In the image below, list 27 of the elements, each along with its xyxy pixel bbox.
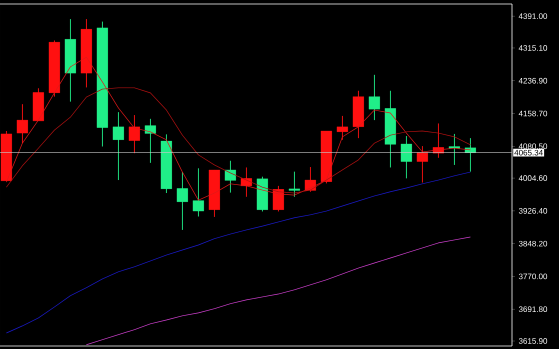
candlestick [176, 172, 188, 230]
candlestick [368, 74, 380, 121]
candlestick [272, 185, 284, 212]
y-tick-label: 4080.50 [518, 143, 548, 150]
candlestick [416, 146, 428, 183]
candlestick [16, 104, 28, 144]
y-tick-label: 3848.20 [518, 240, 548, 246]
candlestick [448, 133, 460, 166]
candlestick [224, 160, 236, 194]
y-tick-label: 4236.90 [518, 78, 548, 84]
candlestick [464, 138, 476, 172]
candlestick [144, 118, 156, 164]
candlestick [192, 168, 204, 217]
candlestick [400, 136, 412, 179]
y-tick-label: 3615.90 [518, 338, 548, 344]
y-tick-label: 3770.00 [518, 274, 548, 280]
y-tick-label: 3691.80 [518, 306, 548, 312]
y-tick-label: 4158.70 [518, 110, 548, 116]
y-tick-label: 3926.40 [518, 208, 548, 214]
y-tick-label: 4004.60 [518, 175, 548, 181]
candlestick [288, 171, 300, 198]
y-tick-label: 4315.10 [518, 45, 548, 51]
candlestick [112, 112, 124, 180]
candlestick [336, 115, 348, 140]
ref-line-label: 4065.34 [514, 150, 543, 156]
y-tick-label: 4391.00 [518, 13, 548, 19]
candlestick [128, 114, 140, 154]
